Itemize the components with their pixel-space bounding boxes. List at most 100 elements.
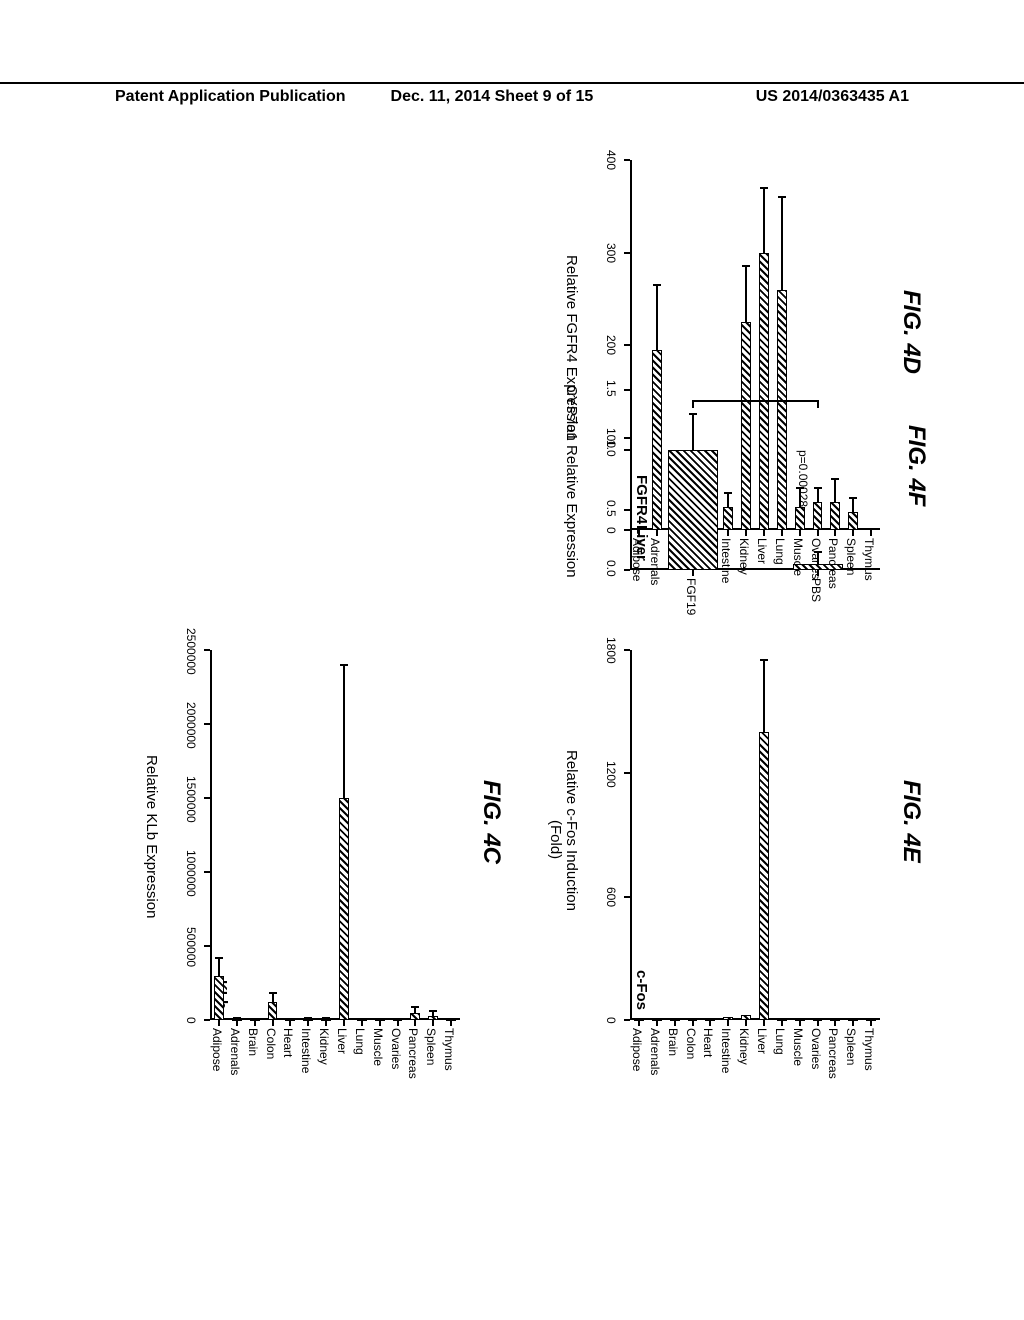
- error-bar: [817, 552, 819, 564]
- category-label: Ovaries: [809, 1028, 823, 1069]
- category-tick: [727, 1020, 729, 1026]
- category-label: Liver: [755, 1028, 769, 1054]
- bar: [268, 1002, 278, 1020]
- error-cap: [742, 265, 750, 267]
- bar: [668, 450, 718, 570]
- category-label: Adipose: [210, 1028, 224, 1071]
- error-cap: [429, 1010, 437, 1012]
- category-tick: [361, 1020, 363, 1026]
- axis-tick-label: 1500000: [184, 776, 198, 823]
- category-tick: [870, 1020, 872, 1026]
- panel-4f: Liver FIG. 4F CYP7a1 Relative Expression…: [520, 390, 920, 710]
- category-label: PBS: [809, 578, 823, 602]
- error-cap: [411, 1006, 419, 1008]
- category-tick: [397, 1020, 399, 1026]
- error-bar: [218, 958, 220, 976]
- figlabel-4e: FIG. 4E: [897, 780, 925, 863]
- bar: [410, 1013, 420, 1020]
- category-tick: [218, 1020, 220, 1026]
- error-bar: [656, 285, 658, 350]
- category-label: Kidney: [317, 1028, 331, 1065]
- category-label: Adrenals: [648, 1028, 662, 1075]
- category-label: Lung: [353, 1028, 367, 1055]
- p-bracket-tick: [692, 400, 694, 408]
- header-mid: Dec. 11, 2014 Sheet 9 of 15: [391, 88, 594, 106]
- error-cap: [233, 1017, 241, 1019]
- axis-4c: Relative KLb Expression: [143, 755, 160, 918]
- category-tick: [379, 1020, 381, 1026]
- axis-tick-label: 0.0: [604, 560, 618, 577]
- axis-tick-label: 1000000: [184, 850, 198, 897]
- category-tick: [692, 570, 694, 576]
- category-tick: [817, 570, 819, 576]
- axis-tick: [624, 252, 630, 254]
- axis-tick: [624, 449, 630, 451]
- category-tick: [638, 1020, 640, 1026]
- axis-tick: [204, 723, 210, 725]
- error-cap: [215, 957, 223, 959]
- error-bar: [763, 188, 765, 253]
- category-tick: [834, 1020, 836, 1026]
- category-label: Colon: [264, 1028, 278, 1059]
- category-label: Ovaries: [389, 1028, 403, 1069]
- axis-tick: [204, 649, 210, 651]
- axis-tick-label: 0: [604, 1017, 618, 1024]
- category-label: Liver: [335, 1028, 349, 1054]
- category-tick: [709, 1020, 711, 1026]
- category-tick: [343, 1020, 345, 1026]
- axis-tick: [624, 1019, 630, 1021]
- axis-tick-label: 500000: [184, 927, 198, 967]
- bar: [214, 976, 224, 1020]
- axis-tick: [624, 896, 630, 898]
- category-tick: [692, 1020, 694, 1026]
- error-bar: [343, 665, 345, 798]
- category-label: Thymus: [862, 1028, 876, 1071]
- p-bracket: [693, 400, 818, 402]
- category-label: Brain: [246, 1028, 260, 1056]
- category-label: Heart: [281, 1028, 295, 1057]
- category-label: Spleen: [844, 1028, 858, 1065]
- category-label: Intestine: [299, 1028, 313, 1073]
- category-label: Pancreas: [406, 1028, 420, 1079]
- axis-tick: [204, 1019, 210, 1021]
- figlabel-4f: FIG. 4F: [902, 425, 930, 506]
- axis-tick: [204, 871, 210, 873]
- category-label: Intestine: [719, 1028, 733, 1073]
- category-label: Muscle: [791, 1028, 805, 1066]
- category-label: Kidney: [737, 1028, 751, 1065]
- panel-4e: c-Fos FIG. 4E Relative c-Fos Induction (…: [520, 650, 920, 1170]
- error-cap: [778, 196, 786, 198]
- category-tick: [414, 1020, 416, 1026]
- category-tick: [450, 1020, 452, 1026]
- axis-tick-label: 2000000: [184, 702, 198, 749]
- axis-tick-label: 0.5: [604, 500, 618, 517]
- error-bar: [692, 414, 694, 450]
- axis-tick-label: 200: [604, 335, 618, 355]
- charts-area: KLb FIG. 4C Relative KLb Expression 0500…: [100, 160, 920, 1180]
- axis-tick-label: 1.5: [604, 380, 618, 397]
- category-tick: [781, 1020, 783, 1026]
- axis-tick-label: 400: [604, 150, 618, 170]
- category-tick: [432, 1020, 434, 1026]
- category-label: Thymus: [442, 1028, 456, 1071]
- error-cap: [304, 1017, 312, 1019]
- title-4f: Liver: [633, 525, 650, 561]
- axis-tick-label: 1200: [604, 761, 618, 788]
- title-4e: c-Fos: [633, 970, 650, 1010]
- axis-tick: [204, 797, 210, 799]
- category-tick: [236, 1020, 238, 1026]
- axis-tick-label: 300: [604, 243, 618, 263]
- error-cap: [340, 664, 348, 666]
- error-bar: [781, 197, 783, 290]
- category-label: Adrenals: [228, 1028, 242, 1075]
- category-label: Muscle: [371, 1028, 385, 1066]
- category-tick: [272, 1020, 274, 1026]
- category-label: Brain: [666, 1028, 680, 1056]
- header-left: Patent Application Publication: [115, 88, 346, 106]
- error-cap: [689, 413, 697, 415]
- category-label: Spleen: [424, 1028, 438, 1065]
- category-label: Colon: [684, 1028, 698, 1059]
- axis-tick: [624, 772, 630, 774]
- page-header: Patent Application Publication Dec. 11, …: [0, 82, 1024, 106]
- axis-4f: CYP7a1 Relative Expression: [563, 385, 580, 578]
